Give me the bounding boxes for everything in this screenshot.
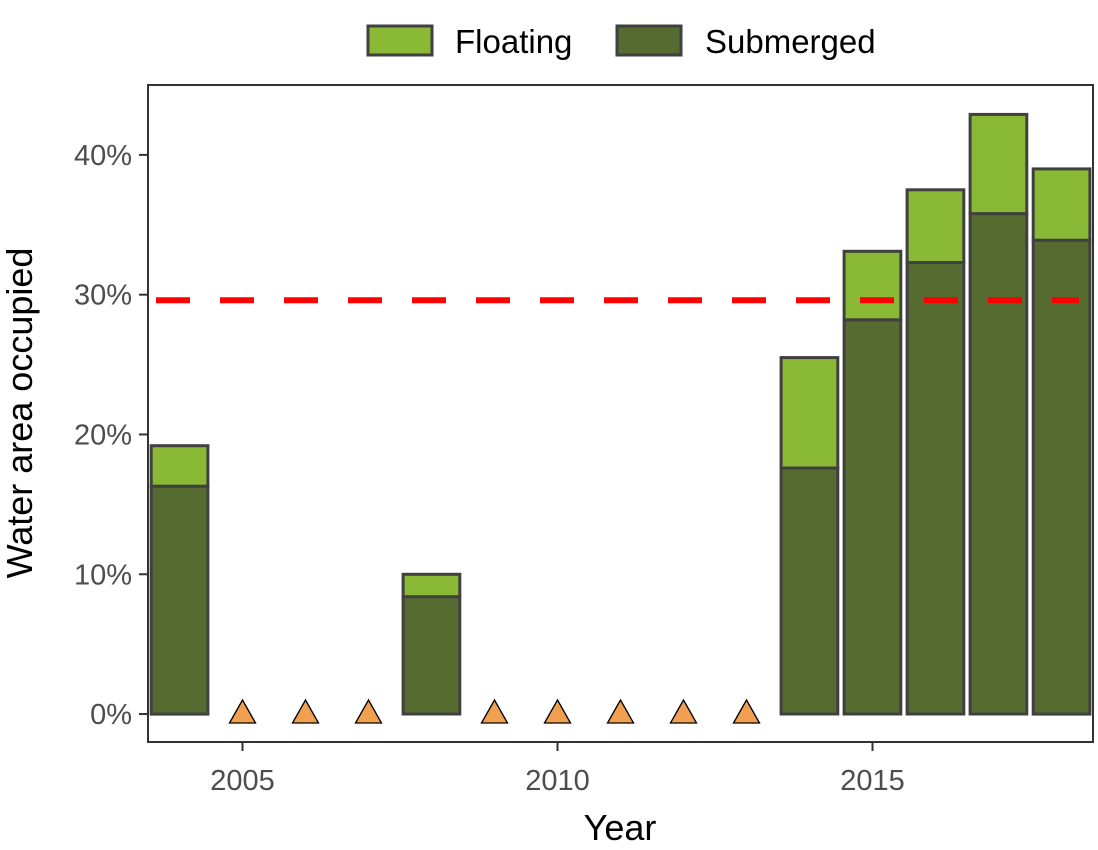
y-axis-title: Water area occupied: [0, 248, 40, 579]
legend-key-submerged: [615, 24, 683, 57]
no-data-marker-2009: [480, 698, 509, 724]
no-data-marker-2010: [543, 698, 572, 724]
x-tick-label-2005: 2005: [210, 765, 275, 797]
bar-submerged-2008: [401, 595, 462, 716]
bars: [149, 112, 1092, 716]
legend-key-floating: [366, 24, 434, 57]
bar-submerged-2016: [905, 261, 966, 716]
bar-floating-2018: [1031, 167, 1092, 242]
bar-floating-2014: [779, 356, 840, 470]
no-data-marker-2012: [669, 698, 698, 724]
bar-floating-2008: [401, 572, 462, 599]
plot-panel-border: [147, 84, 1094, 743]
bar-floating-2017: [968, 112, 1029, 216]
bar-floating-2016: [905, 188, 966, 264]
no-data-marker-2013: [732, 698, 761, 724]
y-tick-label-30: 30%: [74, 280, 132, 312]
legend-label-floating: Floating: [455, 23, 572, 60]
y-tick-label-20: 20%: [74, 419, 132, 451]
no-data-marker-2006: [291, 698, 320, 724]
no-data-marker-2007: [354, 698, 383, 724]
bar-submerged-2015: [842, 318, 903, 716]
y-axis: 0% 10% 20% 30% 40%: [74, 140, 148, 731]
legend: Floating Submerged: [366, 23, 876, 60]
y-tick-label-10: 10%: [74, 559, 132, 591]
no-data-markers: [228, 698, 761, 724]
x-tick-label-2010: 2010: [525, 765, 590, 797]
bar-submerged-2017: [968, 212, 1029, 716]
bar-submerged-2004: [149, 484, 210, 716]
no-data-marker-2005: [228, 698, 257, 724]
y-tick-label-40: 40%: [74, 140, 132, 172]
bar-floating-2015: [842, 249, 903, 322]
bar-submerged-2018: [1031, 238, 1092, 716]
x-axis: 2005 2010 2015: [210, 742, 905, 797]
no-data-marker-2011: [606, 698, 635, 724]
x-axis-title: Year: [584, 807, 657, 848]
bar-submerged-2014: [779, 466, 840, 716]
bar-floating-2004: [149, 444, 210, 488]
y-tick-label-0: 0%: [90, 699, 132, 731]
legend-label-submerged: Submerged: [705, 23, 876, 60]
x-tick-label-2015: 2015: [840, 765, 905, 797]
